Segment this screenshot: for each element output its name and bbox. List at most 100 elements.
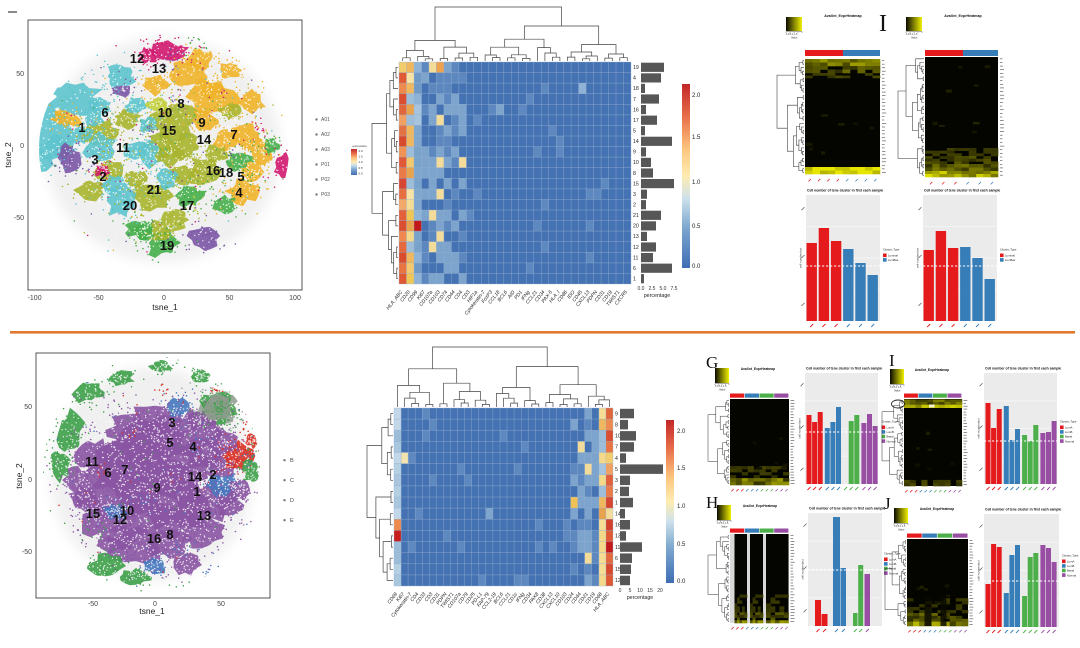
svg-text:0.0: 0.0 xyxy=(359,171,364,175)
svg-text:Value: Value xyxy=(894,388,901,392)
svg-text:-50: -50 xyxy=(22,549,32,556)
svg-text:Ki67: Ki67 xyxy=(395,591,406,603)
svg-text:9: 9 xyxy=(615,411,618,417)
svg-text:0.5: 0.5 xyxy=(359,166,364,170)
svg-text:Cluster_Type: Cluster_Type xyxy=(882,420,899,424)
svg-text:1.5: 1.5 xyxy=(692,135,701,141)
svg-text:percentage: percentage xyxy=(627,595,654,601)
svg-text:2: 2 xyxy=(209,467,216,482)
svg-text:0 0.5 1 1.5: 0 0.5 1 1.5 xyxy=(715,385,727,388)
svg-text:13: 13 xyxy=(615,534,621,540)
svg-text:1: 1 xyxy=(633,277,636,283)
svg-text:Normal: Normal xyxy=(889,571,898,575)
svg-text:4: 4 xyxy=(235,185,243,200)
svg-text:tsne_1: tsne_1 xyxy=(139,606,165,616)
svg-text:0.5: 0.5 xyxy=(692,224,701,230)
svg-text:0 0.5 1 1.5: 0 0.5 1 1.5 xyxy=(894,525,906,528)
svg-text:16: 16 xyxy=(633,107,639,113)
svg-text:2: 2 xyxy=(615,489,618,495)
svg-text:14: 14 xyxy=(188,469,203,484)
svg-text:E: E xyxy=(290,518,294,524)
svg-text:12: 12 xyxy=(615,578,621,584)
svg-text:D: D xyxy=(290,498,294,504)
svg-text:19: 19 xyxy=(633,65,639,71)
svg-text:-50: -50 xyxy=(94,295,104,302)
svg-text:16: 16 xyxy=(206,163,220,178)
svg-text:0 0.5 1 1.5: 0 0.5 1 1.5 xyxy=(717,522,729,525)
svg-text:A02: A02 xyxy=(321,132,330,138)
svg-text:12: 12 xyxy=(130,51,144,66)
svg-text:IDO: IDO xyxy=(566,289,576,300)
svg-text:Cell number of tsne cluster in: Cell number of tsne cluster in first eac… xyxy=(985,367,1061,371)
svg-text:50: 50 xyxy=(217,601,225,608)
svg-text:tsne_1: tsne_1 xyxy=(152,302,178,312)
svg-text:C: C xyxy=(290,478,294,484)
svg-text:Value: Value xyxy=(911,35,918,39)
svg-text:0.0: 0.0 xyxy=(677,579,686,585)
svg-text:0 0.5 1 1.5: 0 0.5 1 1.5 xyxy=(890,386,902,389)
svg-text:3: 3 xyxy=(91,152,98,167)
svg-text:Cell number of tsne cluster in: Cell number of tsne cluster in first eac… xyxy=(806,367,882,371)
svg-text:0.5: 0.5 xyxy=(677,542,686,548)
svg-text:LumBas: LumBas xyxy=(888,258,899,262)
svg-text:1.0: 1.0 xyxy=(677,504,686,510)
svg-text:Cluster_Type: Cluster_Type xyxy=(1000,248,1017,252)
svg-text:2.5: 2.5 xyxy=(649,286,656,292)
svg-text:A01: A01 xyxy=(321,117,330,123)
svg-text:LumA: LumA xyxy=(1067,560,1074,564)
svg-text:AvaXnt_ExprHeatmap: AvaXnt_ExprHeatmap xyxy=(741,367,775,371)
svg-text:7: 7 xyxy=(230,127,237,142)
svg-text:0 0.5 1 1.5: 0 0.5 1 1.5 xyxy=(906,33,918,36)
svg-text:8: 8 xyxy=(633,171,636,177)
svg-text:LumB: LumB xyxy=(1065,430,1072,434)
svg-text:5: 5 xyxy=(629,588,632,594)
svg-text:cell number/pct: cell number/pct xyxy=(798,418,802,439)
svg-text:5: 5 xyxy=(633,129,636,135)
svg-text:-50: -50 xyxy=(14,215,24,222)
svg-text:13: 13 xyxy=(152,61,166,76)
svg-text:8: 8 xyxy=(177,96,184,111)
svg-text:Cell number of tsne cluster in: Cell number of tsne cluster in first eac… xyxy=(807,189,883,193)
svg-text:AvaXnt_ExprHeatmap: AvaXnt_ExprHeatmap xyxy=(915,368,949,372)
svg-text:Value: Value xyxy=(791,35,798,39)
svg-text:CD3: CD3 xyxy=(461,289,472,301)
svg-text:15: 15 xyxy=(162,123,176,138)
svg-text:Value: Value xyxy=(719,387,726,391)
svg-text:expression: expression xyxy=(353,144,368,148)
svg-text:20: 20 xyxy=(123,198,137,213)
svg-text:6: 6 xyxy=(104,465,111,480)
svg-text:cell number/pct: cell number/pct xyxy=(799,248,803,269)
svg-text:1.5: 1.5 xyxy=(677,466,686,472)
svg-text:18: 18 xyxy=(219,165,233,180)
svg-text:tsne_2: tsne_2 xyxy=(3,142,13,168)
svg-text:Cluster_Type: Cluster_Type xyxy=(884,552,901,556)
svg-text:50: 50 xyxy=(24,404,32,411)
svg-text:16: 16 xyxy=(615,523,621,529)
svg-text:cell number/pct: cell number/pct xyxy=(977,418,981,439)
svg-text:Cluster_Type: Cluster_Type xyxy=(1060,420,1077,424)
svg-text:10: 10 xyxy=(615,434,621,440)
svg-text:4: 4 xyxy=(615,456,618,462)
svg-text:B: B xyxy=(290,458,294,464)
svg-text:13: 13 xyxy=(197,508,211,523)
svg-text:17: 17 xyxy=(180,198,194,213)
svg-text:9: 9 xyxy=(198,115,205,130)
svg-text:Normal: Normal xyxy=(887,439,896,443)
svg-text:11: 11 xyxy=(633,255,638,261)
svg-text:Ki67: Ki67 xyxy=(416,289,427,301)
svg-text:0.0: 0.0 xyxy=(692,264,701,270)
svg-text:1.0: 1.0 xyxy=(359,160,364,164)
svg-text:CD4: CD4 xyxy=(409,591,420,603)
svg-text:100: 100 xyxy=(289,295,301,302)
svg-text:0: 0 xyxy=(28,477,32,484)
svg-text:6: 6 xyxy=(101,105,108,120)
svg-text:I: I xyxy=(889,351,895,370)
svg-text:5: 5 xyxy=(166,435,173,450)
svg-text:cell number/pct: cell number/pct xyxy=(801,559,805,580)
svg-text:14: 14 xyxy=(633,139,639,145)
svg-text:0.0: 0.0 xyxy=(638,286,645,292)
svg-text:AvaXnt_ExprHeatmap: AvaXnt_ExprHeatmap xyxy=(920,507,954,511)
svg-text:5: 5 xyxy=(237,169,244,184)
svg-text:16: 16 xyxy=(147,531,161,546)
svg-text:10: 10 xyxy=(120,503,134,518)
